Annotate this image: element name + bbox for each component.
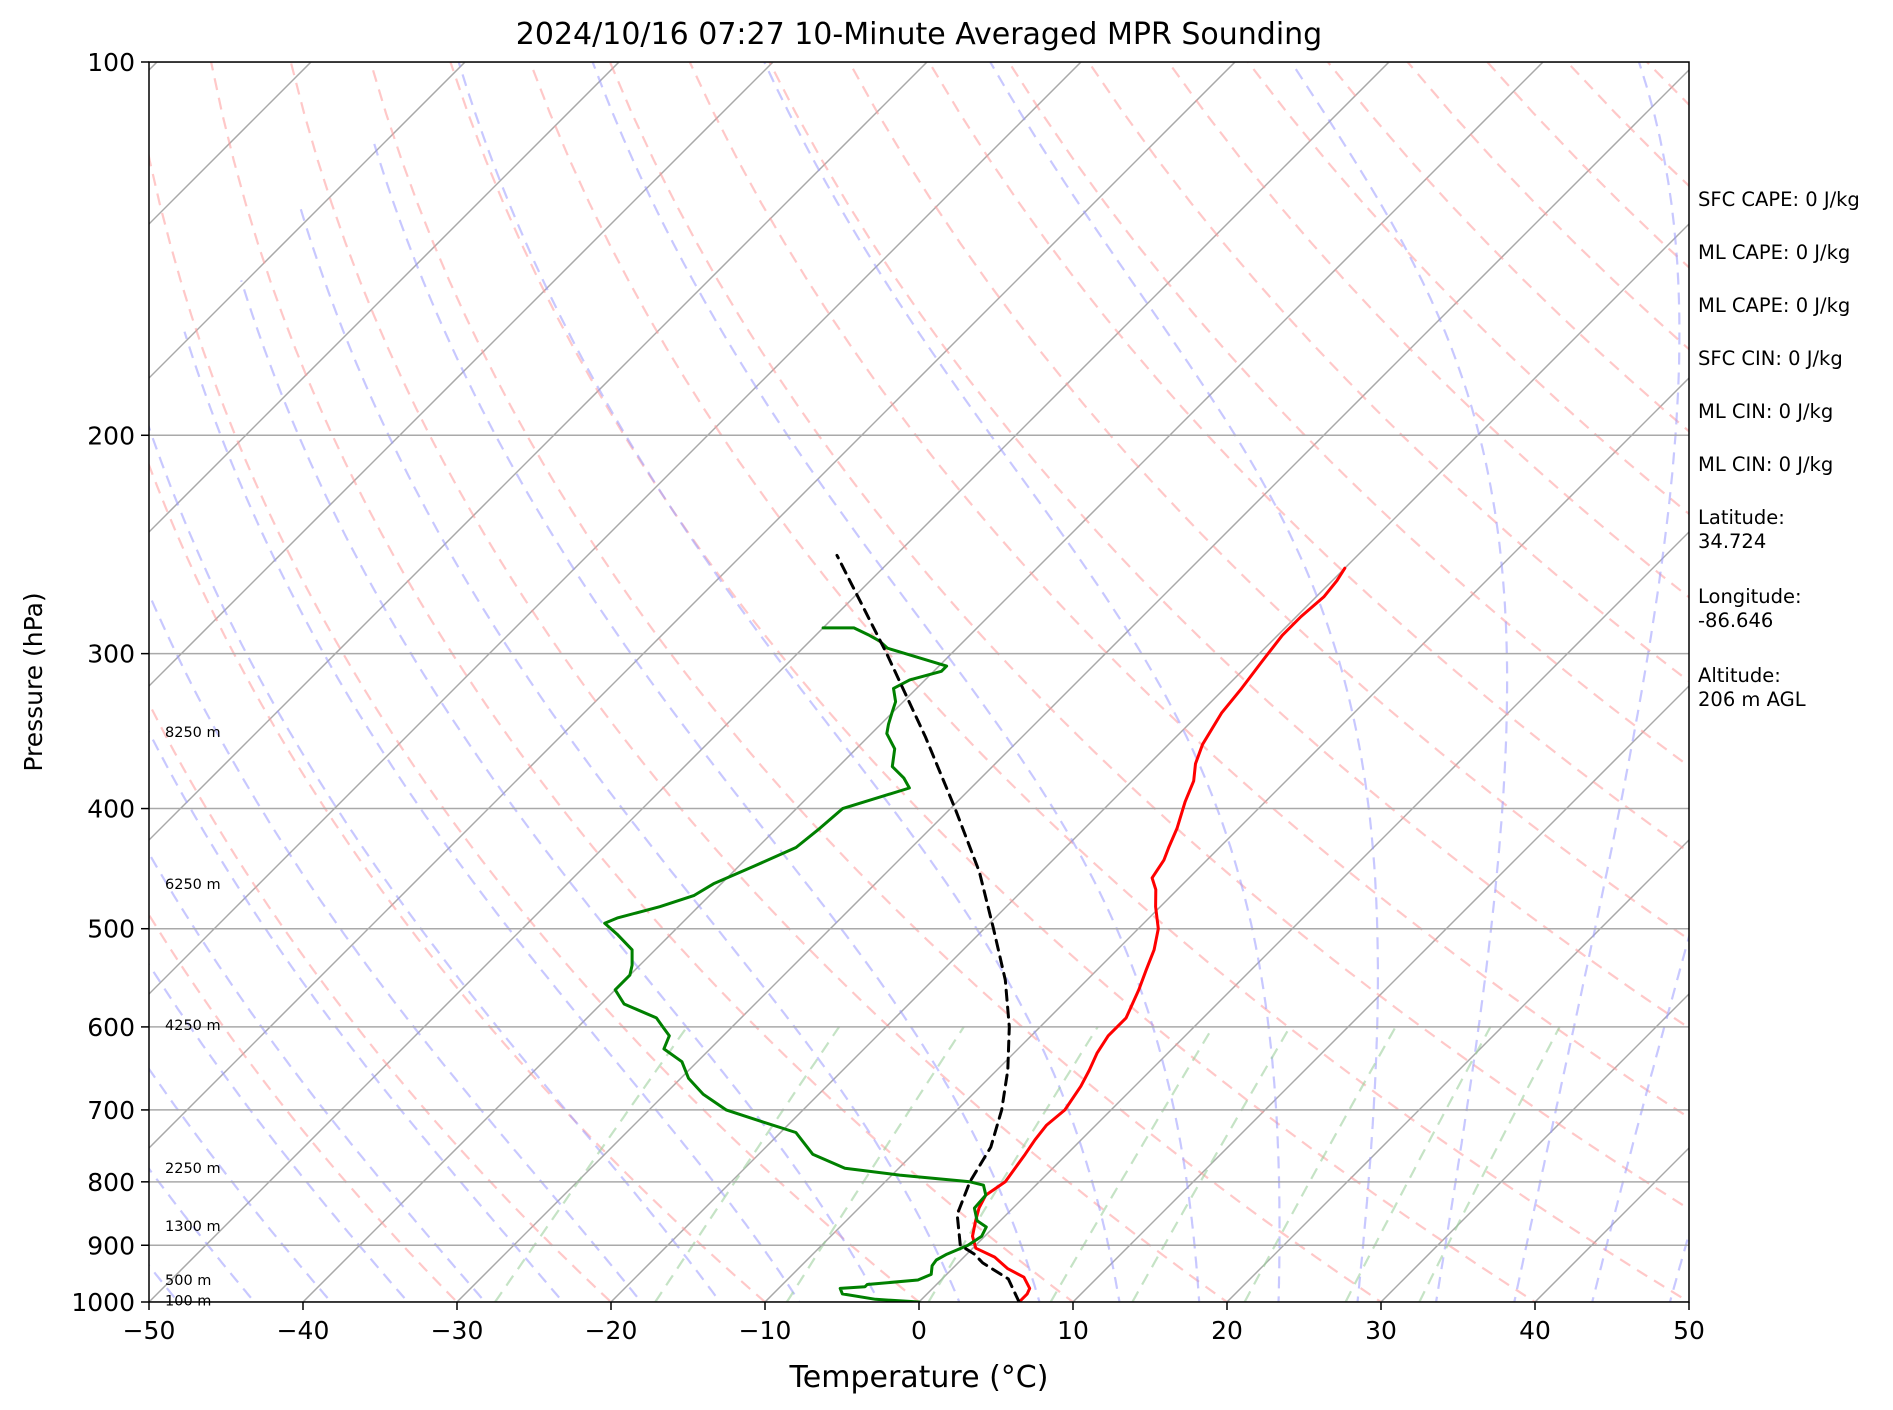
x-tick-label: −10: [739, 1316, 792, 1345]
longitude-value: -86.646: [1698, 609, 1888, 633]
ml-cape-text: ML CAPE: 0 J/kg: [1698, 241, 1888, 265]
y-tick-label: 1000: [71, 1288, 135, 1317]
x-tick-label: 50: [1673, 1316, 1705, 1345]
height-label: 4250 m: [165, 1018, 221, 1034]
sfc-cape-text: SFC CAPE: 0 J/kg: [1698, 188, 1888, 212]
y-tick-label: 600: [87, 1013, 135, 1042]
stats-panel: SFC CAPE: 0 J/kg ML CAPE: 0 J/kg ML CAPE…: [1698, 188, 1888, 743]
height-label: 1300 m: [165, 1219, 221, 1235]
latitude-row: Latitude: 34.724: [1698, 506, 1888, 554]
height-label: 500 m: [165, 1273, 211, 1289]
altitude-row: Altitude: 206 m AGL: [1698, 664, 1888, 712]
y-tick-label: 100: [87, 48, 135, 77]
height-label: 2250 m: [165, 1161, 221, 1177]
x-tick-label: 0: [911, 1316, 927, 1345]
longitude-label: Longitude:: [1698, 585, 1888, 609]
ml-cin-row-2: ML CIN: 0 J/kg: [1698, 453, 1888, 477]
x-tick-label: 40: [1519, 1316, 1551, 1345]
x-tick-label: −50: [123, 1316, 176, 1345]
x-tick-label: −30: [431, 1316, 484, 1345]
x-tick-label: −20: [585, 1316, 638, 1345]
y-tick-label: 700: [87, 1096, 135, 1125]
sfc-cape-row: SFC CAPE: 0 J/kg: [1698, 188, 1888, 212]
longitude-row: Longitude: -86.646: [1698, 585, 1888, 633]
height-label: 6250 m: [165, 877, 221, 893]
y-tick-label: 200: [87, 421, 135, 450]
x-tick-label: 20: [1211, 1316, 1243, 1345]
x-tick-label: −40: [277, 1316, 330, 1345]
sfc-cin-text: SFC CIN: 0 J/kg: [1698, 347, 1888, 371]
latitude-value: 34.724: [1698, 530, 1888, 554]
chart-title: 2024/10/16 07:27 10-Minute Averaged MPR …: [516, 17, 1322, 52]
sfc-cin-row: SFC CIN: 0 J/kg: [1698, 347, 1888, 371]
height-label: 8250 m: [165, 725, 221, 741]
x-tick-label: 30: [1365, 1316, 1397, 1345]
ml-cape-row-2: ML CAPE: 0 J/kg: [1698, 294, 1888, 318]
y-tick-label: 300: [87, 640, 135, 669]
altitude-label: Altitude:: [1698, 664, 1888, 688]
height-label: 100 m: [165, 1293, 211, 1309]
y-tick-label: 500: [87, 915, 135, 944]
y-tick-label: 800: [87, 1168, 135, 1197]
ml-cape-text-2: ML CAPE: 0 J/kg: [1698, 294, 1888, 318]
altitude-value: 206 m AGL: [1698, 688, 1888, 712]
ml-cin-row: ML CIN: 0 J/kg: [1698, 400, 1888, 424]
x-axis-label: Temperature (°C): [789, 1360, 1049, 1395]
ml-cape-row: ML CAPE: 0 J/kg: [1698, 241, 1888, 265]
y-tick-label: 400: [87, 795, 135, 824]
ml-cin-text-2: ML CIN: 0 J/kg: [1698, 453, 1888, 477]
x-tick-label: 10: [1057, 1316, 1089, 1345]
ml-cin-text: ML CIN: 0 J/kg: [1698, 400, 1888, 424]
y-axis-label: Pressure (hPa): [19, 592, 48, 771]
y-tick-label: 900: [87, 1231, 135, 1260]
latitude-label: Latitude:: [1698, 506, 1888, 530]
